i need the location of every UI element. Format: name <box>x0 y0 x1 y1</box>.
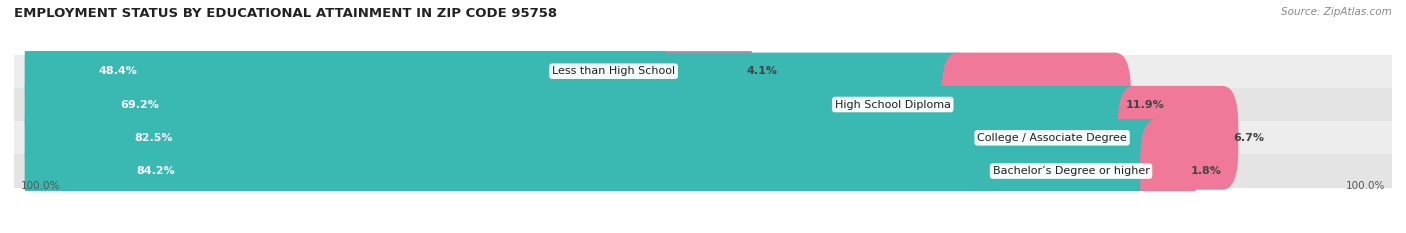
FancyBboxPatch shape <box>1118 86 1239 190</box>
Text: 100.0%: 100.0% <box>1346 181 1385 191</box>
Text: Bachelor’s Degree or higher: Bachelor’s Degree or higher <box>993 166 1150 176</box>
FancyBboxPatch shape <box>14 121 1392 154</box>
FancyBboxPatch shape <box>1140 119 1197 223</box>
FancyBboxPatch shape <box>25 53 973 156</box>
Text: EMPLOYMENT STATUS BY EDUCATIONAL ATTAINMENT IN ZIP CODE 95758: EMPLOYMENT STATUS BY EDUCATIONAL ATTAINM… <box>14 7 557 20</box>
Text: 48.4%: 48.4% <box>98 66 138 76</box>
Text: 69.2%: 69.2% <box>121 99 159 110</box>
Text: 1.8%: 1.8% <box>1191 166 1222 176</box>
FancyBboxPatch shape <box>25 19 697 123</box>
Text: College / Associate Degree: College / Associate Degree <box>977 133 1128 143</box>
Text: 82.5%: 82.5% <box>135 133 173 143</box>
FancyBboxPatch shape <box>25 86 1150 190</box>
FancyBboxPatch shape <box>14 88 1392 121</box>
FancyBboxPatch shape <box>25 119 1173 223</box>
FancyBboxPatch shape <box>14 154 1392 188</box>
Text: 84.2%: 84.2% <box>136 166 176 176</box>
FancyBboxPatch shape <box>666 19 752 123</box>
Text: 4.1%: 4.1% <box>747 66 778 76</box>
FancyBboxPatch shape <box>942 53 1130 156</box>
Text: 11.9%: 11.9% <box>1126 99 1164 110</box>
Text: High School Diploma: High School Diploma <box>835 99 950 110</box>
FancyBboxPatch shape <box>14 55 1392 88</box>
Text: Source: ZipAtlas.com: Source: ZipAtlas.com <box>1281 7 1392 17</box>
Text: 100.0%: 100.0% <box>21 181 60 191</box>
Text: 6.7%: 6.7% <box>1233 133 1264 143</box>
Text: Less than High School: Less than High School <box>553 66 675 76</box>
